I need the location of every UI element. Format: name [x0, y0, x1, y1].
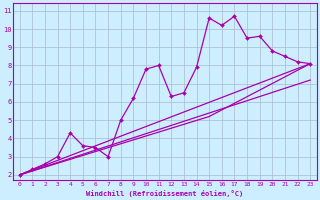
X-axis label: Windchill (Refroidissement éolien,°C): Windchill (Refroidissement éolien,°C) [86, 190, 244, 197]
